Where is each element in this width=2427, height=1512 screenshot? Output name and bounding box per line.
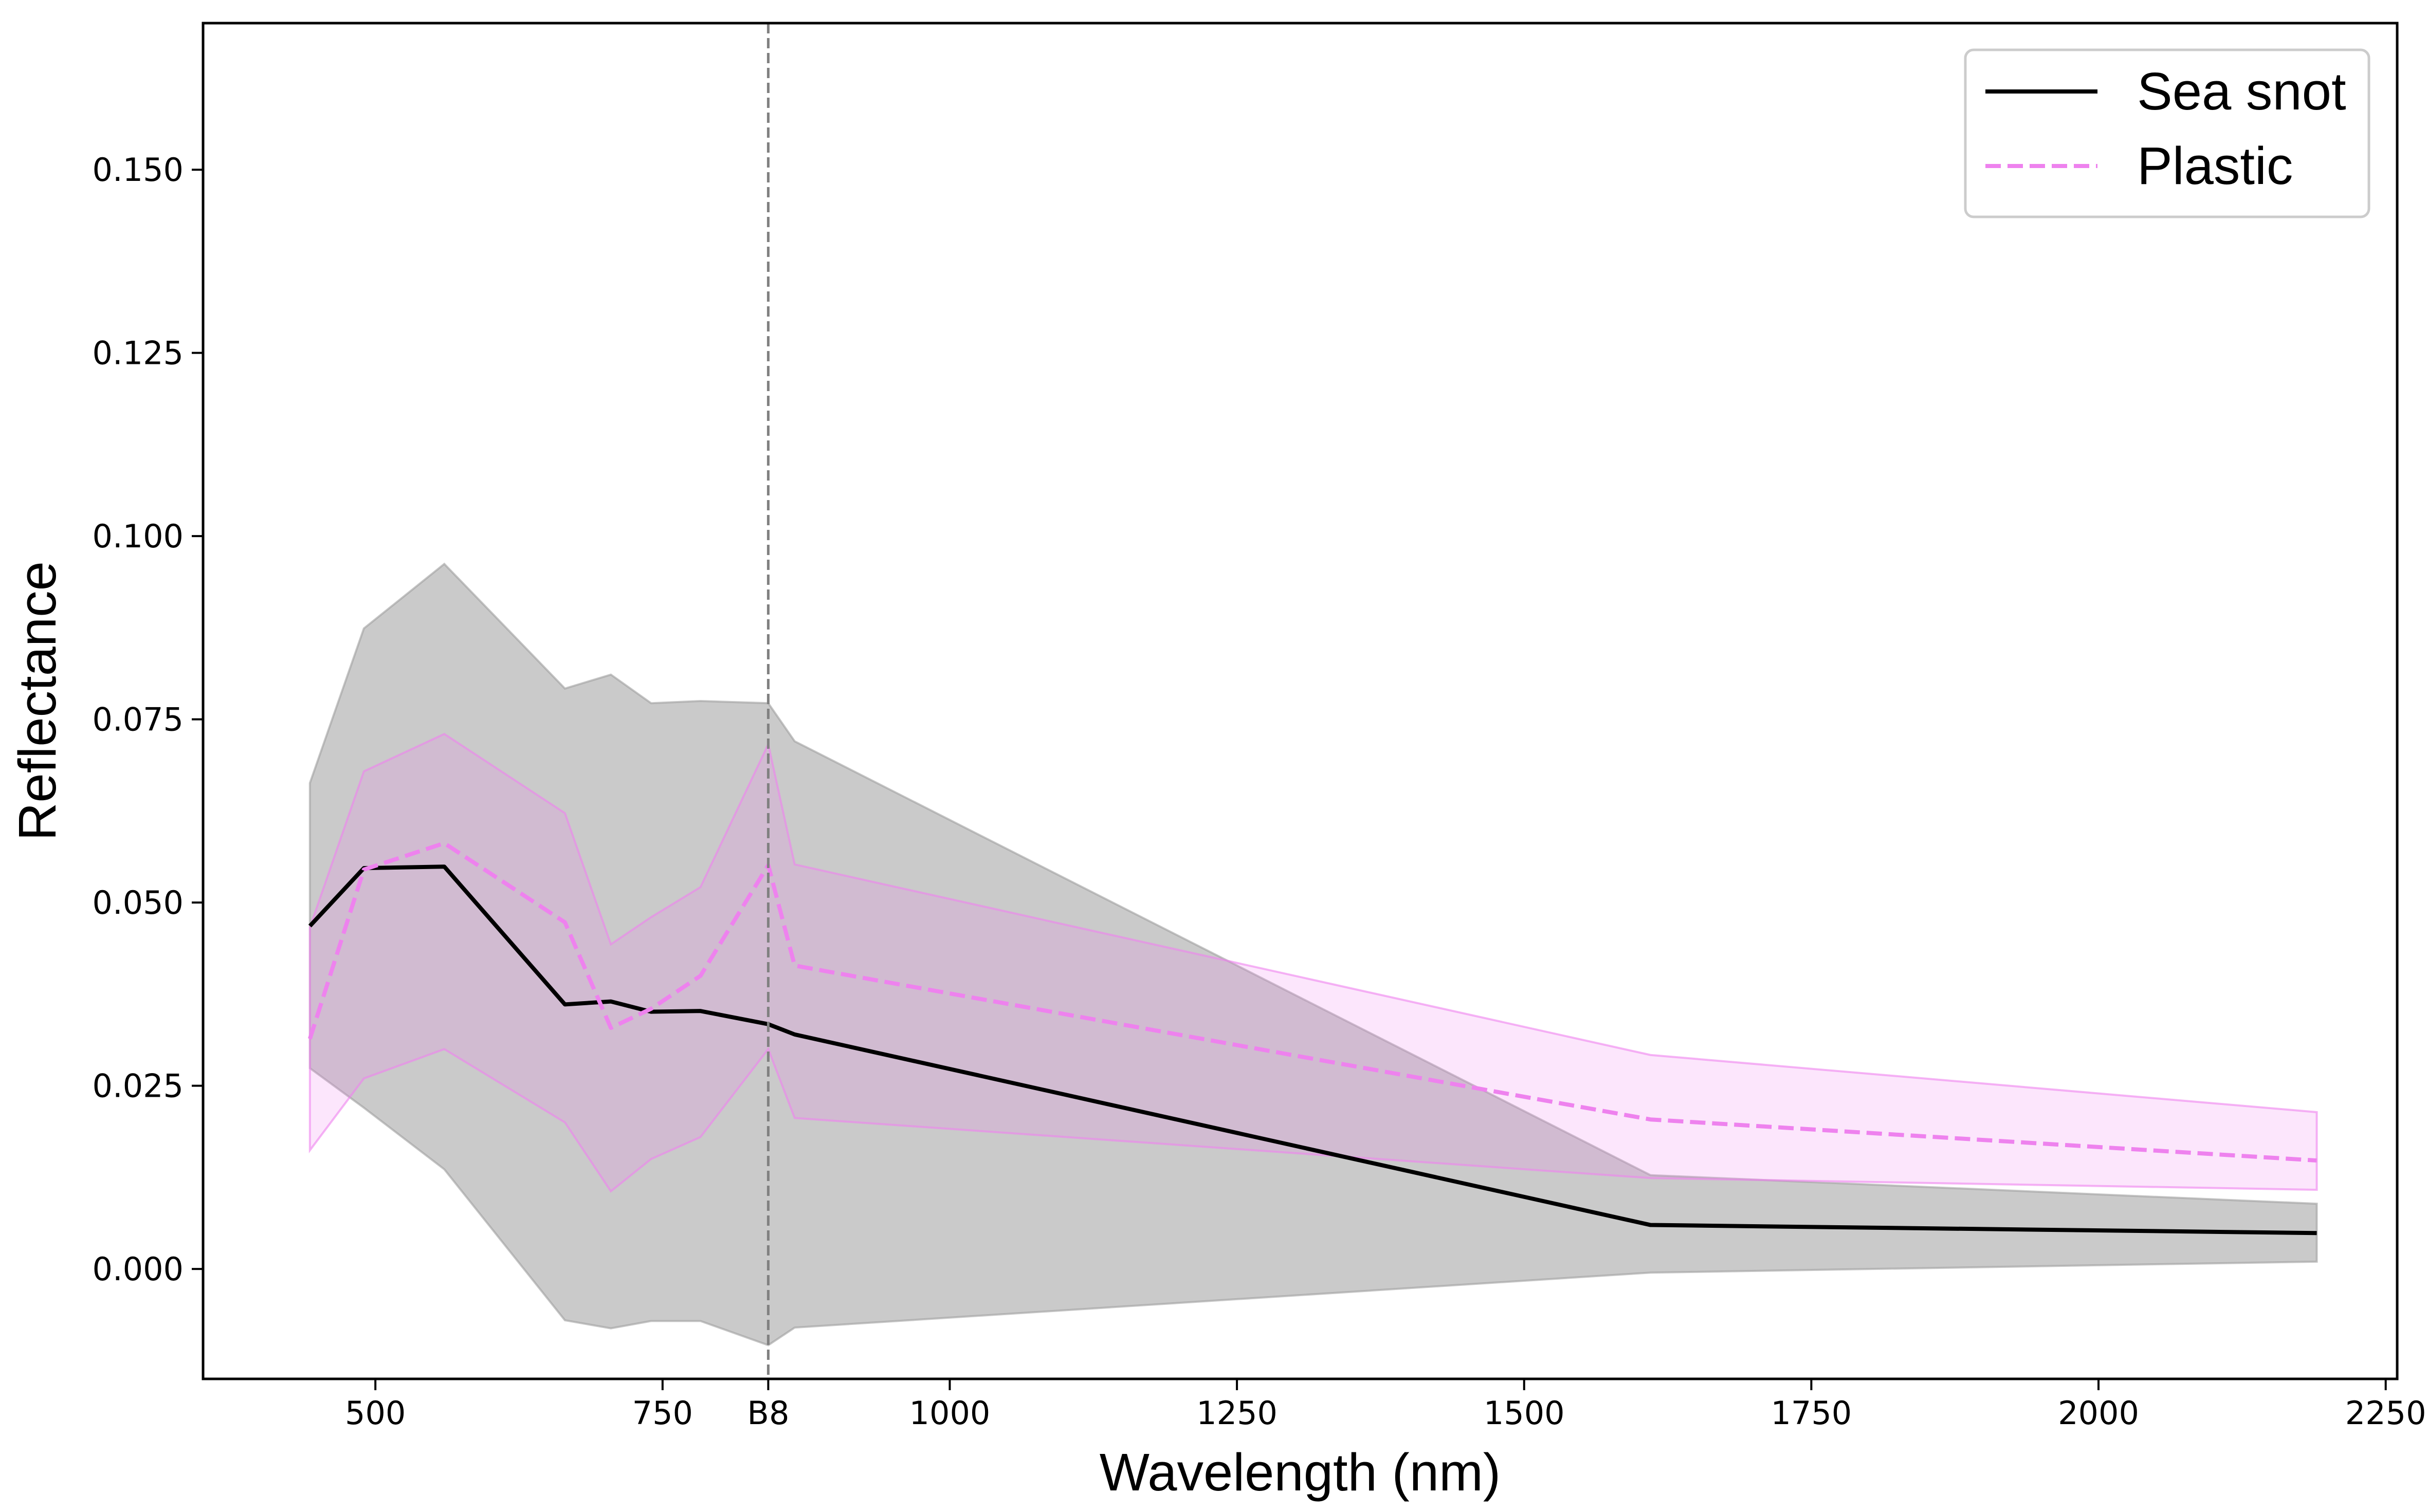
x-tick-label: 1000: [909, 1394, 991, 1432]
x-axis-title: Wavelength (nm): [1100, 1443, 1501, 1502]
confidence-bands: [308, 562, 2318, 1347]
x-tick-label: 750: [632, 1394, 693, 1432]
x-tick-label: 500: [345, 1394, 406, 1432]
y-tick-label: 0.000: [93, 1250, 184, 1288]
plot-frame: [202, 22, 2399, 1380]
legend-label-plastic: Plastic: [2137, 136, 2293, 195]
legend-label-sea-snot: Sea snot: [2137, 62, 2346, 121]
band-plastic: [308, 732, 2318, 1193]
y-axis: 0.000 0.025 0.050 0.075 0.100 0.125 0.150: [93, 151, 203, 1288]
y-tick-label: 0.025: [93, 1067, 184, 1105]
y-tick-label: 0.125: [93, 335, 184, 372]
y-tick-label: 0.050: [93, 884, 184, 921]
x-tick-label: 1750: [1771, 1394, 1852, 1432]
band-sea-snot: [308, 562, 2318, 1347]
x-tick-label: 2250: [2345, 1394, 2426, 1432]
x-tick-label: B8: [747, 1394, 789, 1432]
legend: Sea snot Plastic: [1964, 48, 2370, 218]
y-tick-label: 0.100: [93, 518, 184, 555]
y-tick-label: 0.150: [93, 151, 184, 189]
x-tick-label: 1500: [1484, 1394, 1565, 1432]
y-axis-title: Reflectance: [8, 561, 67, 841]
y-tick-label: 0.075: [93, 701, 184, 739]
x-axis: 500 750 B8 1000 1250 1500 1750 2000 2250: [345, 1379, 2426, 1432]
x-tick-label: 1250: [1196, 1394, 1278, 1432]
x-tick-label: 2000: [2058, 1394, 2139, 1432]
